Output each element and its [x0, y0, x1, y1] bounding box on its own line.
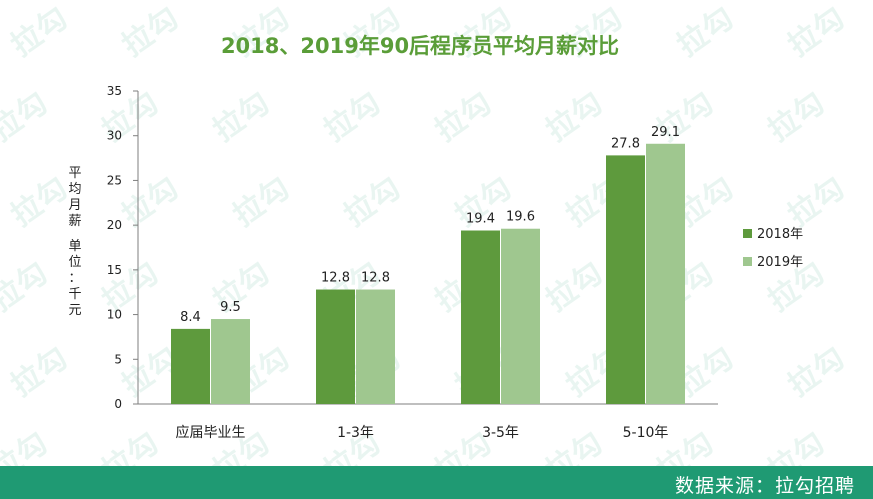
watermark-mark: 拉勾 [540, 86, 609, 149]
y-axis: 0 5 10 15 20 25 30 35 [107, 84, 139, 411]
x-tick-label: 1-3年 [337, 425, 374, 441]
bar [501, 228, 540, 404]
footer-bar: 数据来源：拉勾招聘 [0, 466, 873, 499]
y-tick-label: 15 [107, 263, 122, 277]
y-axis-label-char: 单 [68, 239, 81, 254]
y-tick-label: 5 [114, 352, 122, 366]
x-tick-label: 3-5年 [482, 425, 519, 441]
y-axis-label-char: 千 [68, 287, 81, 302]
watermark-mark: 拉勾 [782, 1, 851, 64]
watermark-mark: 拉勾 [782, 171, 851, 234]
y-axis-label-char: 位 [68, 255, 81, 270]
legend-swatch [743, 229, 752, 238]
watermark-mark: 拉勾 [671, 1, 740, 64]
watermark-mark: 拉勾 [318, 86, 387, 149]
watermark-mark: 拉勾 [227, 171, 296, 234]
x-tick-label: 应届毕业生 [176, 424, 246, 441]
data-label: 12.8 [361, 271, 390, 286]
y-tick-label: 35 [107, 84, 122, 98]
y-tick-label: 10 [107, 308, 122, 322]
watermark-mark: 拉勾 [429, 86, 498, 149]
y-tick-label: 0 [114, 397, 122, 411]
data-label: 8.4 [180, 310, 201, 325]
y-axis-label-char: 均 [68, 182, 81, 197]
watermark-mark: 拉勾 [207, 256, 276, 319]
watermark-mark: 拉勾 [0, 256, 54, 319]
y-tick-label: 20 [107, 218, 122, 232]
data-label: 12.8 [321, 271, 350, 286]
y-tick-label: 25 [107, 173, 122, 187]
watermark-mark: 拉勾 [207, 86, 276, 149]
chart-title: 2018、2019年90后程序员平均月薪对比 [221, 34, 619, 58]
watermark-mark: 拉勾 [782, 341, 851, 404]
legend-label: 2018年 [757, 227, 803, 242]
y-axis-label-char: 平 [68, 166, 81, 181]
legend-label: 2019年 [757, 255, 803, 270]
data-label: 27.8 [611, 136, 640, 151]
bars-layer: 8.4 9.5 12.8 12.8 19.4 19.6 27.8 29.1 [171, 125, 685, 404]
bar [211, 319, 250, 404]
legend-swatch [743, 257, 752, 266]
bar [646, 143, 685, 404]
watermark-mark: 拉勾 [540, 256, 609, 319]
legend: 2018年 2019年 [743, 227, 803, 270]
data-label: 19.4 [466, 212, 495, 227]
watermark-mark: 拉勾 [5, 1, 74, 64]
watermark-mark: 拉勾 [116, 1, 185, 64]
y-axis-label-char: 月 [68, 198, 81, 213]
watermark-mark: 拉勾 [0, 86, 54, 149]
x-axis: 应届毕业生 1-3年 3-5年 5-10年 [138, 403, 718, 441]
y-axis-label-char: 元 [68, 303, 81, 318]
y-axis-label-char: ： [68, 271, 81, 286]
y-tick-label: 30 [107, 129, 122, 143]
watermark-mark: 拉勾 [5, 171, 74, 234]
data-label: 9.5 [220, 300, 241, 315]
data-label: 19.6 [506, 210, 535, 225]
source-label: 数据来源：拉勾招聘 [674, 475, 855, 497]
watermark-mark: 拉勾 [762, 86, 831, 149]
bar [461, 230, 500, 404]
watermark-mark: 拉勾 [338, 171, 407, 234]
bar [316, 289, 355, 404]
x-tick-label: 5-10年 [623, 425, 669, 441]
bar [171, 328, 210, 404]
data-label: 29.1 [651, 125, 680, 140]
y-axis-label-char: 薪 [68, 214, 81, 229]
watermark-mark: 拉勾 [116, 171, 185, 234]
bar [356, 289, 395, 404]
watermark-mark: 拉勾 [5, 341, 74, 404]
bar [606, 155, 645, 404]
